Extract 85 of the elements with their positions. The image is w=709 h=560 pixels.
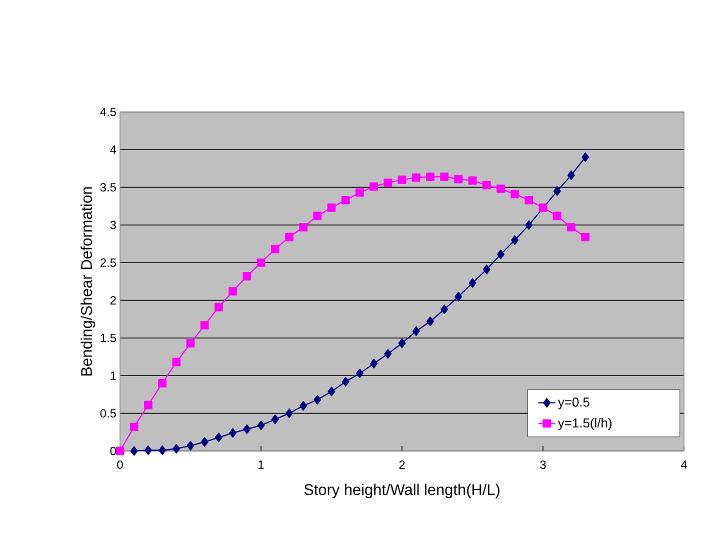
x-tick-label: 0 [117,460,123,469]
point [116,446,124,456]
point [552,212,562,220]
point [228,287,237,296]
point [567,170,575,180]
point [482,264,490,274]
point [186,339,195,348]
point [426,172,434,181]
point [454,174,463,184]
point [412,326,420,336]
y-tick-label: 3 [110,220,116,230]
point [440,304,448,314]
point [314,394,322,405]
point [214,302,223,312]
point [482,180,491,190]
x-tick-label: 1 [258,460,264,469]
point [341,196,350,204]
point [468,176,477,185]
point [582,152,590,162]
point [144,445,152,456]
y-tick-label: 0 [110,446,116,456]
point [256,258,266,267]
point [454,292,462,302]
x-axis-title: Story height/Wall length(H/L) [304,484,500,498]
y-tick-label: 1 [110,372,116,380]
y-tick-label: 0.5 [100,409,116,418]
point [496,250,504,260]
point [524,196,534,204]
x-tick-label: 2 [399,460,405,469]
y-tick-label: 4 [110,146,116,154]
point [327,203,336,212]
point [285,408,293,418]
y-tick-label: 1.5 [100,334,116,342]
point [200,320,209,330]
point [538,203,548,212]
point [214,432,222,442]
point [130,446,138,456]
point [130,422,138,432]
point [398,176,406,184]
point [172,358,181,366]
point [412,173,420,182]
point [370,182,378,191]
y-axis-title: Bending/Shear Deformation [80,187,96,376]
point [553,186,561,196]
point [158,445,166,456]
point [384,178,392,187]
point [342,376,350,386]
y-tick-label: 2.5 [100,258,116,267]
point [229,428,237,438]
point [243,424,251,434]
legend-label: y=1.5(l/h) [558,418,612,430]
point [356,368,364,378]
point [510,190,519,198]
point [242,272,252,280]
x-tick-label: 3 [540,460,546,469]
y-tick-label: 2 [110,296,116,304]
point [496,184,505,194]
point [200,437,208,447]
point [468,278,476,288]
point [257,420,265,430]
point [398,338,406,348]
y-tick-label: 4.5 [100,108,116,116]
point [313,212,322,220]
point [384,349,392,359]
point [525,220,533,230]
point [271,414,279,424]
point [285,232,294,242]
point [270,244,280,254]
point [328,386,336,396]
point [511,235,519,245]
point [158,379,166,388]
point [299,223,308,232]
x-tick-label: 4 [680,460,687,469]
point [440,172,448,181]
point [581,232,590,242]
legend-label: y=0.5 [558,398,590,410]
point [567,223,576,232]
point [186,440,194,450]
point [356,188,364,197]
point [300,401,308,411]
point [370,358,378,368]
point [144,400,152,410]
point [172,444,180,454]
point [426,316,434,326]
y-tick-label: 3.5 [100,183,116,192]
